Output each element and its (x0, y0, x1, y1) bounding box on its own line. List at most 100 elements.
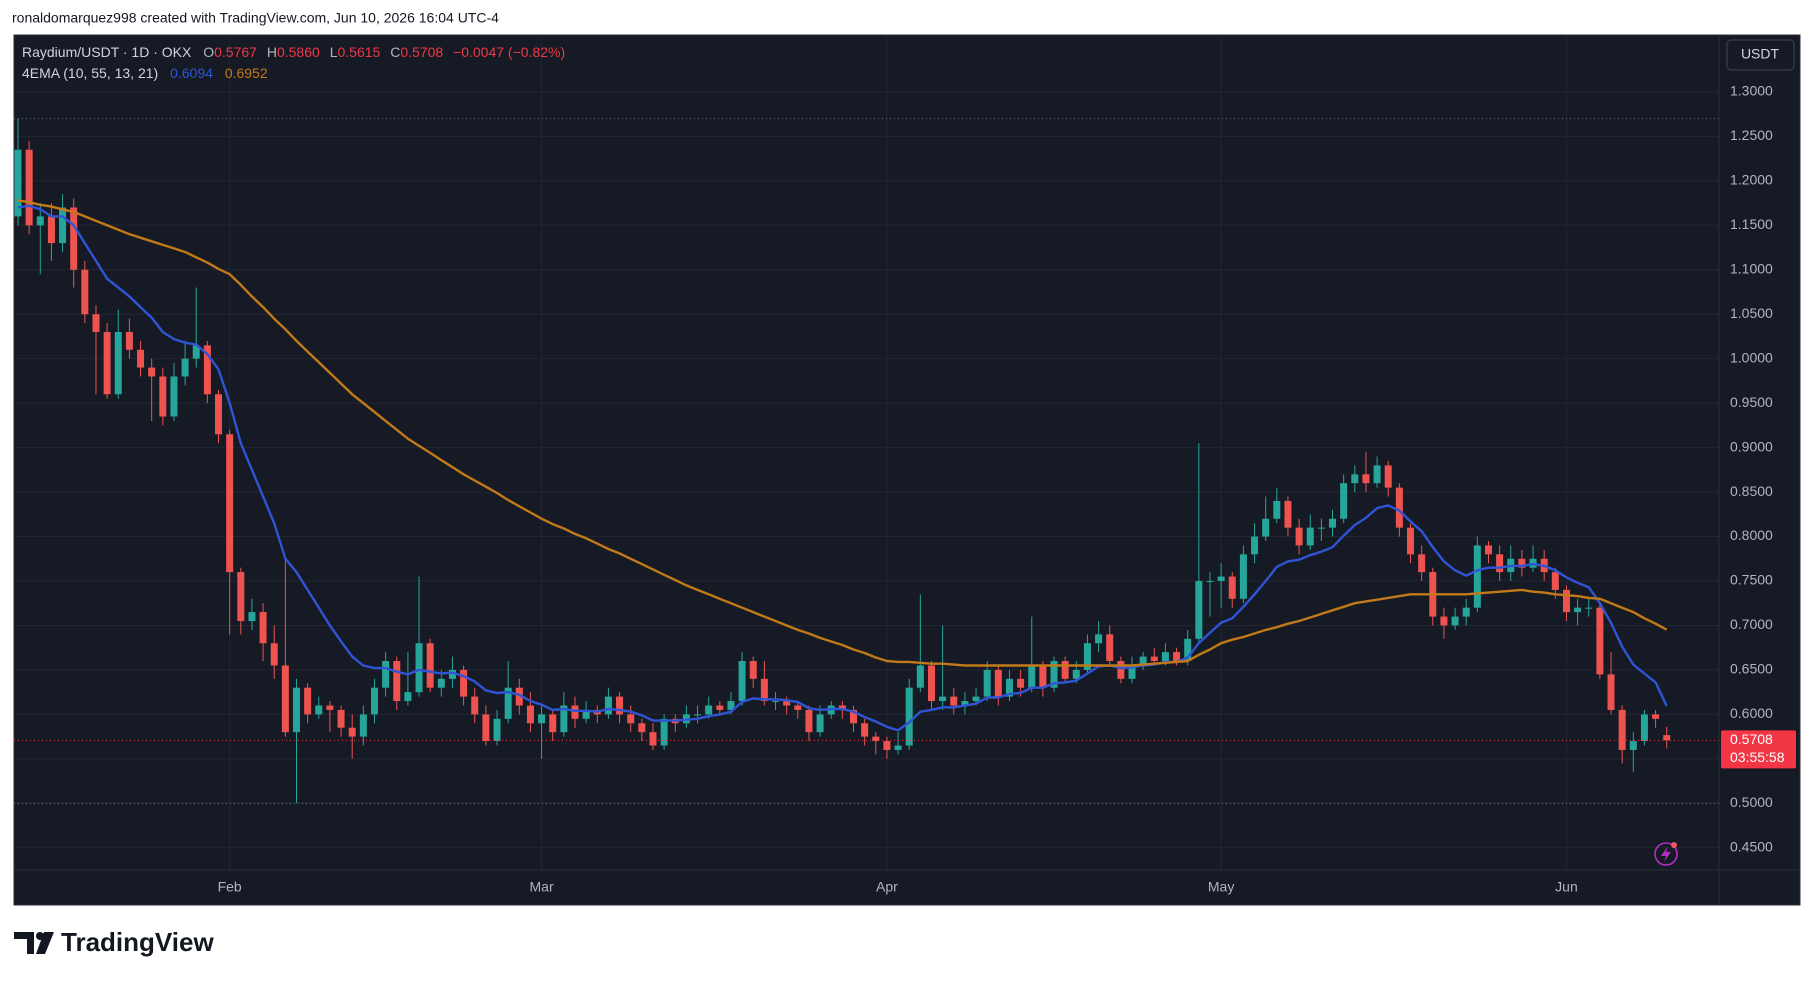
ohlc-key: L (330, 44, 338, 60)
symbol: Raydium/USDT · 1D · OKX (22, 44, 192, 60)
candle-body (1484, 545, 1492, 555)
candle-body (281, 665, 289, 733)
candle-body (293, 687, 300, 733)
candle-body (1017, 678, 1025, 688)
candle-body (1173, 652, 1181, 662)
candle-body (1462, 607, 1470, 617)
candle-body (1095, 634, 1103, 644)
candle-body (794, 705, 802, 710)
y-tick-label: 1.0500 (1730, 305, 1773, 321)
candle-body (248, 612, 256, 622)
candle-body (1418, 554, 1426, 573)
candle-body (215, 394, 223, 435)
ohlc-key: O (203, 44, 214, 60)
candle-body (861, 723, 869, 737)
candle-body (727, 701, 735, 710)
candle-body (170, 376, 178, 417)
candle-body (1407, 527, 1414, 555)
candle-body (1262, 518, 1270, 537)
candle-body (560, 705, 568, 733)
alert-bolt (1661, 846, 1671, 862)
candle-body (1351, 474, 1359, 484)
candle-body (1562, 589, 1570, 613)
candle-body (1028, 665, 1036, 688)
candle-body (137, 349, 145, 368)
candle-body (961, 701, 969, 706)
candle-body (515, 687, 523, 706)
unit-button[interactable] (1726, 39, 1795, 71)
ema-line (17, 204, 1668, 732)
alert-icon[interactable] (1654, 842, 1678, 866)
candle-body (1496, 554, 1504, 573)
candle-body (1340, 483, 1348, 519)
countdown: 03:55:58 (1730, 749, 1785, 765)
candle-body (1184, 638, 1192, 662)
candle-body (627, 714, 635, 724)
y-tick-label: 1.1000 (1730, 260, 1773, 276)
candle-body (616, 696, 624, 715)
candle-body (1384, 465, 1392, 488)
y-tick-label: 0.9500 (1730, 394, 1773, 410)
candle-body (1195, 580, 1203, 639)
candle-body (437, 678, 445, 688)
candle-body (304, 687, 312, 715)
candle-body (14, 149, 22, 217)
candle-body (471, 696, 479, 715)
candle-body (393, 661, 401, 702)
indicator-line: 4EMA (10, 55, 13, 21) 0.6094 0.6952 (22, 65, 268, 81)
candle-body (772, 701, 780, 703)
candle-body (493, 718, 501, 742)
ohlc-value: 0.5860 (277, 44, 320, 60)
y-tick-label: 0.6000 (1730, 705, 1773, 721)
candle-body (760, 678, 768, 702)
candle-body (92, 314, 100, 333)
price-tag (1721, 730, 1796, 769)
y-tick-label: 0.7500 (1730, 572, 1773, 588)
candle-body (382, 661, 390, 688)
x-tick-label: Jun (1555, 879, 1578, 895)
candle-body (1663, 735, 1671, 741)
candle-body (315, 705, 323, 715)
candle-body (1273, 500, 1281, 519)
candle-body (36, 216, 44, 226)
candle-body (1440, 616, 1448, 626)
indicator-value: 0.6952 (225, 65, 268, 81)
candle-body (1306, 527, 1314, 546)
candle-body (1139, 656, 1147, 666)
candle-body (571, 705, 579, 719)
candle-body (1217, 576, 1225, 581)
indicator: 4EMA (10, 55, 13, 21) (22, 65, 158, 81)
candle-body (125, 332, 133, 350)
candle-body (638, 723, 646, 733)
candle-body (1640, 714, 1648, 742)
ohlc-key: H (267, 44, 277, 60)
candle-body (504, 687, 512, 719)
price-tag-label: 0.5708 (1730, 731, 1773, 747)
ohlc-key: C (390, 44, 400, 60)
candle-body (59, 207, 67, 244)
y-tick-label: 0.5000 (1730, 794, 1773, 810)
y-tick-label: 1.1500 (1730, 216, 1773, 232)
candle-body (359, 714, 367, 737)
candle-body (838, 705, 846, 710)
candle-body (1395, 487, 1403, 528)
candle-body (203, 345, 211, 395)
candle-body (1239, 554, 1247, 599)
candle-body (159, 376, 167, 417)
candle-body (1317, 527, 1325, 529)
candle-body (1362, 474, 1370, 484)
candle-body (1039, 665, 1047, 688)
candle-body (1050, 661, 1058, 688)
candle-body (649, 732, 657, 746)
candle-body (905, 687, 913, 746)
candle-body (25, 149, 33, 226)
y-tick-label: 0.9000 (1730, 438, 1773, 454)
ohlc-value: 0.5615 (337, 44, 380, 60)
candle-body (1607, 674, 1615, 710)
y-tick-label: 1.2500 (1730, 127, 1773, 143)
candle-body (1005, 678, 1013, 697)
alert-dot (1671, 842, 1677, 848)
candle-body (1117, 661, 1125, 679)
change: −0.0047 (−0.82%) (453, 44, 565, 60)
candle-body (1373, 465, 1381, 484)
